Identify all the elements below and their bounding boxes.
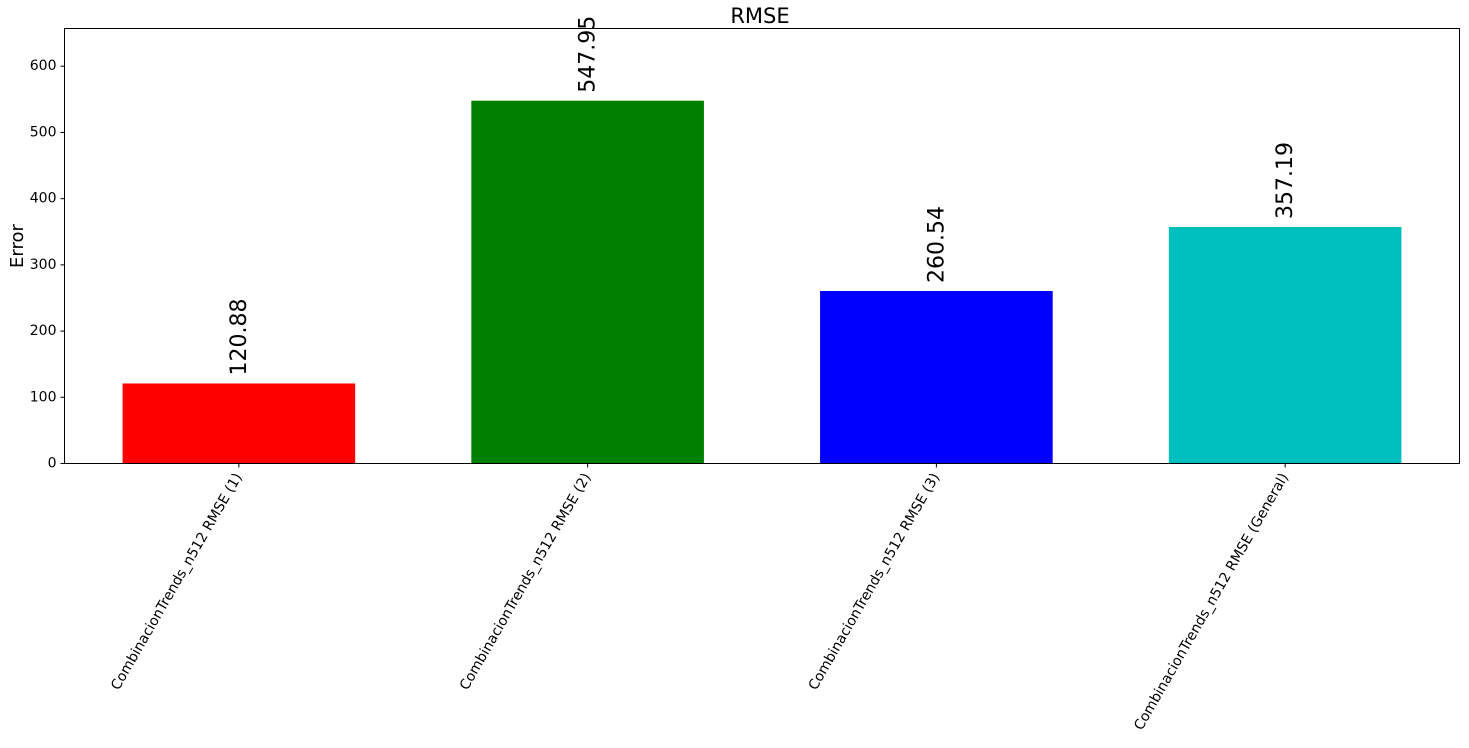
- plot-frame: [64, 28, 1460, 464]
- y-tick-label: 100: [30, 389, 57, 405]
- bar-value-label: 547.95: [576, 16, 601, 93]
- y-tick-label: 500: [30, 124, 57, 140]
- x-axis: CombinacionTrends_n512 RMSE (1) Combinaci…: [108, 463, 1292, 734]
- y-axis-label: Error: [7, 223, 28, 267]
- y-tick-label: 200: [30, 323, 57, 339]
- x-tick-label: CombinacionTrends_n512 RMSE (1): [108, 471, 246, 694]
- x-tick-label: CombinacionTrends_n512 RMSE (3): [806, 471, 944, 694]
- bar: [1168, 227, 1402, 464]
- x-tick-label: CombinacionTrends_n512 RMSE (2): [457, 471, 595, 694]
- y-tick-label: 600: [30, 58, 57, 74]
- value-labels-group: 120.88 547.95 260.54 357.19: [227, 16, 1298, 376]
- bar: [820, 290, 1053, 464]
- bars-group: [122, 100, 1402, 464]
- bar: [471, 100, 704, 464]
- y-tick-label: 0: [48, 456, 57, 472]
- x-tick-label: CombinacionTrends_n512 RMSE (General): [1131, 471, 1292, 734]
- y-tick-label: 300: [30, 257, 57, 273]
- bar-value-label: 120.88: [227, 298, 252, 375]
- bar: [122, 383, 356, 464]
- y-tick-label: 400: [30, 191, 57, 207]
- bar-value-label: 357.19: [1273, 142, 1298, 219]
- bar-value-label: 260.54: [924, 206, 949, 283]
- chart-title: RMSE: [730, 4, 789, 28]
- y-axis: 0 100 200 300 400 500 600: [30, 58, 65, 472]
